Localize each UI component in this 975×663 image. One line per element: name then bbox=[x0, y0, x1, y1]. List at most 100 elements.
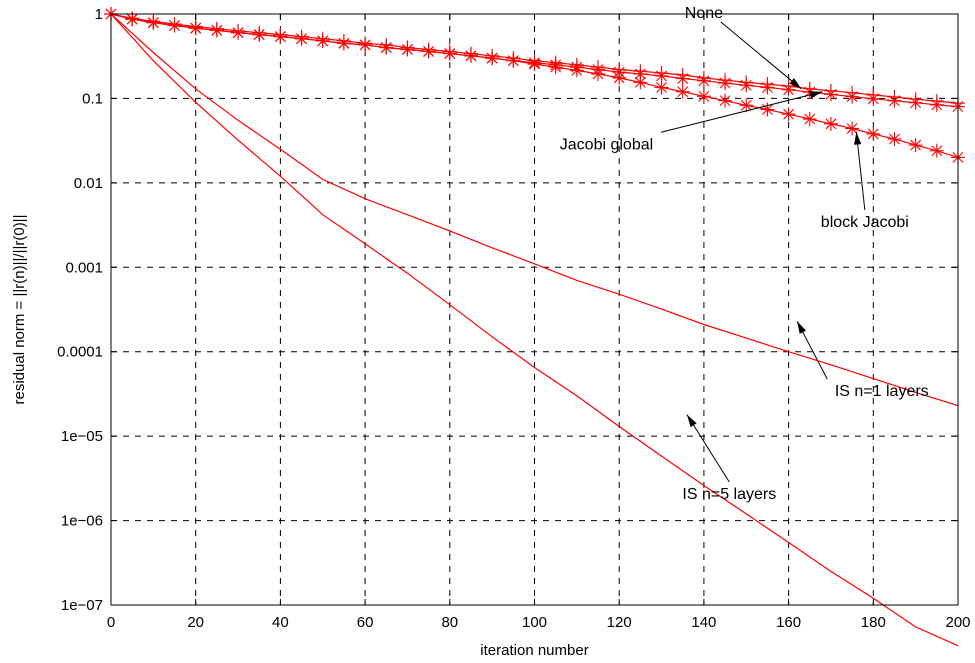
data-point bbox=[633, 75, 648, 90]
data-point bbox=[231, 25, 246, 40]
y-tick-label: 1 bbox=[95, 6, 103, 23]
marker-stroke bbox=[571, 64, 583, 76]
marker-stroke bbox=[825, 118, 837, 130]
data-point bbox=[315, 33, 330, 48]
y-tick-label: 0.0001 bbox=[57, 344, 103, 361]
x-axis-label: iteration number bbox=[480, 642, 588, 659]
data-point bbox=[718, 76, 733, 91]
data-point bbox=[421, 44, 436, 59]
marker-stroke bbox=[338, 37, 350, 49]
data-point bbox=[908, 138, 923, 153]
data-point bbox=[379, 40, 394, 55]
data-point bbox=[400, 42, 415, 57]
marker-stroke bbox=[592, 68, 604, 80]
data-point bbox=[866, 126, 881, 141]
data-point bbox=[612, 70, 627, 85]
data-point bbox=[485, 51, 500, 66]
annotation-4: IS n=1 layers bbox=[796, 320, 929, 400]
data-point bbox=[718, 93, 733, 108]
data-point bbox=[252, 27, 267, 42]
series-line bbox=[110, 13, 959, 647]
series-5 bbox=[110, 13, 959, 647]
x-tick-label: 40 bbox=[272, 614, 289, 631]
annotation-3: block Jacobi bbox=[821, 131, 909, 231]
marker-stroke bbox=[677, 86, 689, 98]
data-point bbox=[463, 48, 478, 63]
data-point bbox=[781, 82, 796, 97]
data-point bbox=[845, 89, 860, 104]
marker-stroke bbox=[507, 55, 519, 67]
marker-stroke bbox=[380, 42, 392, 54]
data-point bbox=[929, 143, 944, 158]
data-point bbox=[506, 53, 521, 68]
data-point bbox=[548, 60, 563, 75]
x-tick-label: 0 bbox=[107, 614, 115, 631]
marker-stroke bbox=[359, 39, 371, 51]
marker-stroke bbox=[931, 145, 943, 157]
marker-stroke bbox=[889, 95, 900, 107]
y-tick-label: 0.1 bbox=[82, 90, 103, 107]
marker-stroke bbox=[910, 139, 922, 151]
annotation-label: None bbox=[685, 5, 723, 22]
marker-stroke bbox=[677, 73, 689, 84]
marker-stroke bbox=[317, 35, 329, 47]
marker-stroke bbox=[529, 58, 540, 70]
data-point bbox=[188, 21, 203, 36]
data-point bbox=[887, 132, 902, 147]
grid-lines bbox=[111, 14, 958, 605]
marker-stroke bbox=[719, 95, 731, 107]
data-point bbox=[866, 91, 881, 106]
y-axis-label: residual norm = ||r(n)||/||r(0)|| bbox=[11, 215, 28, 405]
marker-stroke bbox=[147, 17, 159, 29]
marker-stroke bbox=[740, 99, 752, 111]
data-point bbox=[823, 116, 838, 131]
annotation-arrow-line bbox=[686, 414, 730, 483]
annotation-1: None bbox=[685, 5, 802, 90]
marker-stroke bbox=[634, 68, 646, 80]
x-tick-label: 60 bbox=[357, 614, 374, 631]
marker-stroke bbox=[698, 75, 710, 87]
marker-stroke bbox=[783, 108, 795, 120]
marker-stroke bbox=[550, 61, 562, 73]
data-point bbox=[654, 68, 669, 83]
data-point bbox=[294, 31, 309, 46]
marker-stroke bbox=[719, 77, 731, 89]
annotation-layer: None Jacobi global block Jacobi IS n=1 laye… bbox=[560, 5, 929, 503]
data-point bbox=[823, 87, 838, 102]
marker-stroke bbox=[486, 52, 498, 64]
data-point bbox=[802, 112, 817, 127]
x-tick-label: 20 bbox=[187, 614, 204, 631]
axis-ticks: 0 20 40 60 80 100 120 140 160 180 200 1 0.1 0.01 0.001… bbox=[57, 6, 970, 631]
data-point bbox=[569, 63, 584, 78]
x-tick-label: 180 bbox=[861, 614, 886, 631]
marker-stroke bbox=[761, 104, 773, 115]
data-point bbox=[209, 23, 224, 38]
annotation-arrow-line bbox=[720, 21, 802, 90]
annotation-label: block Jacobi bbox=[821, 214, 909, 231]
data-point bbox=[591, 66, 606, 81]
annotation-arrow-line bbox=[855, 131, 866, 211]
data-point bbox=[675, 84, 690, 99]
data-point bbox=[845, 121, 860, 136]
marker-stroke bbox=[656, 70, 667, 82]
data-point bbox=[908, 95, 923, 110]
annotation-arrowhead bbox=[809, 91, 823, 99]
data-point bbox=[358, 37, 373, 52]
data-point bbox=[167, 18, 182, 33]
x-tick-label: 100 bbox=[522, 614, 547, 631]
x-tick-label: 140 bbox=[691, 614, 716, 631]
marker-stroke bbox=[232, 27, 244, 39]
y-tick-label: 1e−07 bbox=[61, 597, 103, 614]
data-point bbox=[760, 80, 775, 95]
marker-stroke bbox=[761, 81, 773, 93]
data-point bbox=[336, 36, 351, 51]
annotation-arrowhead bbox=[797, 321, 806, 334]
annotation-2: Jacobi global bbox=[560, 91, 823, 153]
annotation-arrowhead bbox=[854, 132, 862, 145]
marker-stroke bbox=[423, 46, 435, 57]
data-point bbox=[654, 80, 669, 95]
marker-stroke bbox=[931, 99, 943, 111]
x-tick-label: 200 bbox=[945, 614, 970, 631]
